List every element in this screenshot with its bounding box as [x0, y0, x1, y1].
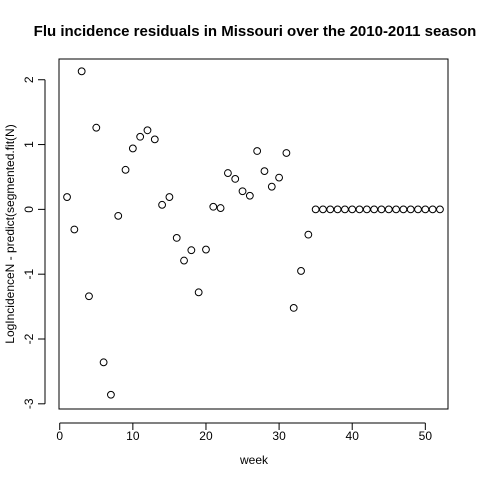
data-point	[297, 267, 305, 275]
data-point	[202, 245, 210, 254]
data-point	[428, 205, 437, 214]
data-point	[143, 126, 152, 135]
data-point	[187, 246, 196, 255]
data-point	[311, 205, 320, 214]
data-point	[231, 175, 240, 183]
data-point	[384, 205, 393, 214]
data-point	[85, 292, 93, 301]
data-point	[289, 303, 298, 312]
data-point	[158, 200, 166, 209]
x-tick-label: 30	[272, 429, 286, 443]
data-point	[370, 205, 379, 214]
data-point	[377, 205, 386, 214]
data-point	[107, 390, 115, 399]
data-point	[362, 205, 371, 214]
data-point	[121, 165, 130, 174]
data-point	[224, 169, 232, 177]
data-point	[421, 205, 430, 214]
data-point	[172, 233, 181, 242]
data-points	[63, 67, 444, 399]
plot-frame	[58, 58, 449, 410]
data-point	[436, 205, 444, 214]
data-point	[348, 205, 357, 214]
data-point	[209, 202, 218, 211]
data-point	[260, 167, 269, 176]
data-point	[150, 135, 159, 144]
data-point	[114, 211, 123, 220]
x-axis-label: week	[239, 453, 269, 467]
x-tick-label: 10	[126, 429, 140, 443]
x-axis: 0 10 20 30 40 50	[56, 422, 433, 443]
data-point	[414, 205, 422, 214]
data-point	[63, 193, 71, 201]
data-point	[99, 358, 108, 367]
y-tick-label: 1	[22, 141, 36, 148]
data-point	[245, 191, 254, 200]
data-point	[92, 123, 101, 132]
data-point	[275, 173, 283, 182]
data-point	[128, 144, 137, 153]
x-tick-label: 40	[346, 429, 360, 443]
y-tick-label: -2	[22, 333, 36, 344]
x-tick-label: 50	[419, 429, 433, 443]
data-point	[165, 193, 174, 201]
data-point	[341, 205, 349, 214]
y-axis-label: LogIncidenceN - predict(segmented.fit(N)	[3, 124, 17, 343]
data-point	[392, 205, 400, 214]
x-tick-label: 20	[199, 429, 213, 443]
data-point	[319, 205, 327, 214]
data-point	[406, 205, 415, 214]
chart-title: Flu incidence residuals in Missouri over…	[34, 23, 477, 40]
data-point	[216, 204, 225, 212]
data-point	[180, 256, 188, 265]
data-point	[238, 187, 247, 196]
data-point	[333, 205, 342, 214]
data-point	[282, 149, 291, 157]
data-point	[267, 182, 276, 191]
data-point	[355, 205, 364, 214]
y-axis: -3 -2 -1 0 1 2	[22, 76, 46, 409]
y-tick-label: -3	[22, 398, 36, 409]
x-tick-label: 0	[56, 429, 63, 443]
data-point	[70, 225, 79, 234]
y-tick-label: -1	[22, 269, 36, 280]
data-point	[136, 132, 145, 141]
y-tick-label: 2	[22, 76, 36, 83]
data-point	[326, 205, 335, 214]
data-point	[77, 67, 86, 76]
data-point	[399, 205, 408, 214]
data-point	[304, 230, 313, 239]
data-point	[253, 147, 262, 155]
y-tick-label: 0	[22, 206, 36, 213]
data-point	[194, 288, 203, 297]
